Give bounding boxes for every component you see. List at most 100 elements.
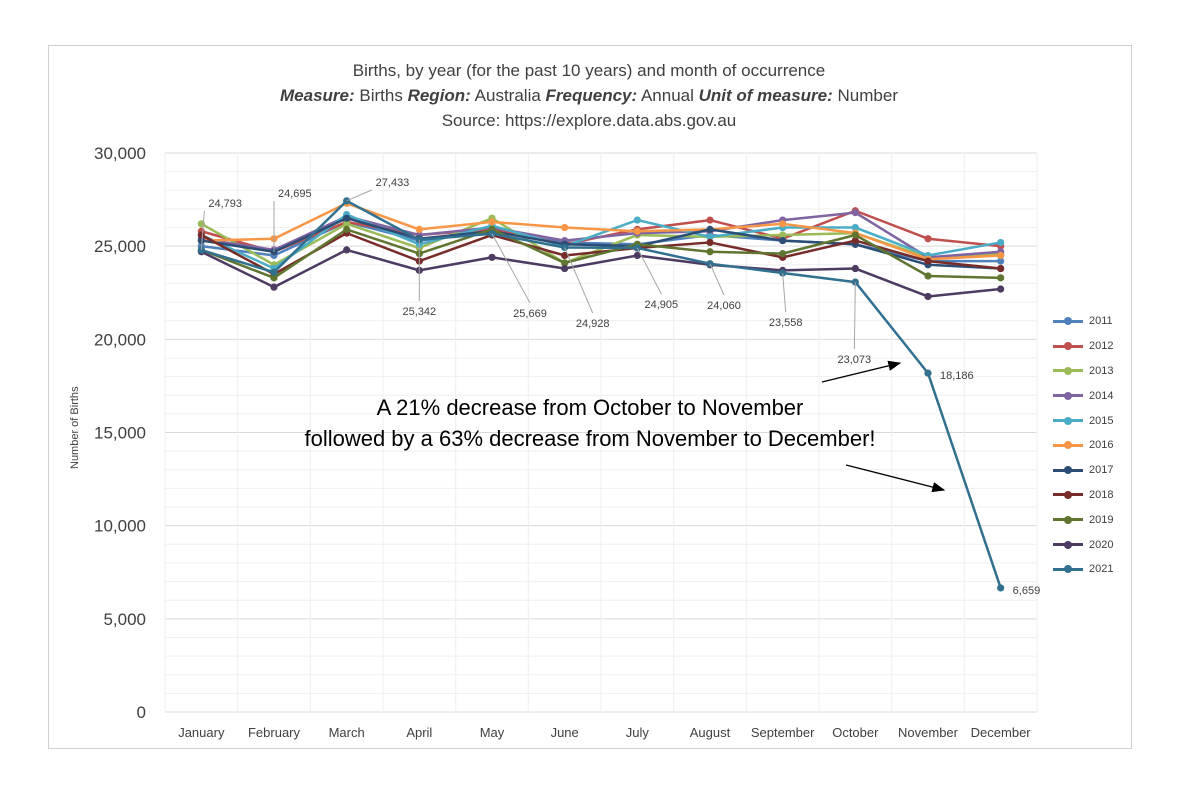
legend-swatch (1053, 565, 1083, 574)
data-point (924, 272, 932, 280)
legend-swatch (1053, 466, 1083, 475)
annotation-line-1: A 21% decrease from October to November (376, 395, 804, 420)
data-point (851, 278, 859, 286)
x-tick-label: October (832, 725, 879, 740)
arrow-to-december (845, 464, 946, 493)
chart-title: Births, by year (for the past 10 years) … (48, 58, 1130, 133)
x-tick-label: December (971, 725, 1032, 740)
legend-label: 2017 (1089, 464, 1114, 477)
data-point (488, 218, 496, 226)
data-point (488, 253, 496, 261)
x-tick-label: September (751, 725, 815, 740)
legend-marker (1064, 342, 1072, 351)
data-point (997, 257, 1005, 265)
data-label: 27,433 (376, 177, 410, 189)
legend-swatch (1053, 515, 1083, 524)
legend-marker (1064, 441, 1072, 450)
x-tick-label: March (329, 725, 365, 740)
data-point (997, 584, 1005, 592)
legend-label: 2012 (1089, 340, 1114, 353)
legend-item: 2018 (1053, 483, 1113, 508)
data-point (997, 274, 1005, 282)
data-label: 6,659 (1013, 585, 1041, 597)
legend-label: 2015 (1089, 414, 1114, 427)
data-point (779, 220, 787, 228)
legend-marker (1064, 490, 1072, 499)
legend-swatch (1053, 342, 1083, 351)
legend-item: 2017 (1053, 458, 1113, 483)
series-line (200, 199, 1002, 589)
unit-label: Unit of measure: (698, 86, 833, 105)
measure-label: Measure: (280, 86, 355, 105)
data-point (633, 216, 641, 224)
legend-label: 2013 (1089, 364, 1114, 377)
data-label: 25,669 (513, 308, 547, 320)
data-point (851, 223, 859, 232)
data-label: 24,928 (576, 318, 610, 330)
data-point (706, 238, 714, 247)
frequency-value: Annual (640, 86, 694, 105)
data-point (633, 227, 641, 235)
data-point (779, 250, 787, 258)
x-tick-label: June (551, 725, 579, 740)
legend-marker (1064, 416, 1072, 425)
x-tick-label: April (406, 725, 432, 740)
leader-line (636, 247, 662, 295)
data-point (851, 236, 859, 245)
series-line (201, 202, 1001, 261)
series-line (200, 231, 1001, 276)
legend-item: 2021 (1053, 557, 1113, 582)
legend-label: 2014 (1089, 389, 1114, 402)
title-source: Source: https://explore.data.abs.gov.au (441, 111, 737, 130)
data-point (488, 230, 496, 238)
legend-label: 2020 (1089, 538, 1114, 551)
series-lines (197, 197, 1005, 592)
y-tick-label: 25,000 (94, 237, 146, 256)
data-point (924, 369, 932, 377)
x-tick-labels: January February March April May June July Augu… (178, 725, 1031, 740)
legend: 2011 2012 2013 2014 2015 2016 2017 2018 2019 2020… (1053, 309, 1113, 582)
data-point (924, 235, 932, 243)
data-point (851, 209, 859, 217)
title-line-1: Births, by year (for the past 10 years) … (352, 61, 826, 80)
legend-swatch (1053, 490, 1083, 499)
x-tick-label: May (480, 725, 505, 740)
y-tick-labels: 0 5,000 10,000 15,000 20,000 25,000 30,000 (94, 144, 146, 722)
data-point (779, 231, 787, 239)
series-line (201, 216, 1001, 270)
legend-marker (1064, 317, 1072, 326)
data-point (561, 251, 569, 260)
legend-item: 2020 (1053, 532, 1113, 557)
data-point (997, 251, 1005, 260)
measure-value: Births (359, 86, 403, 105)
data-point (706, 233, 714, 241)
leader-line (200, 210, 205, 251)
data-point (270, 274, 278, 282)
data-point (706, 248, 714, 256)
data-label: 24,793 (208, 198, 242, 210)
data-point (343, 214, 351, 222)
leader-line (491, 233, 531, 304)
legend-marker (1064, 540, 1072, 549)
legend-swatch (1053, 540, 1083, 549)
annotation-text: A 21% decrease from October to November … (270, 392, 910, 454)
data-point (997, 238, 1005, 247)
title-line-2: Measure: Births Region: Australia Freque… (48, 83, 1130, 108)
data-label: 24,905 (645, 299, 679, 311)
y-tick-label: 0 (137, 703, 146, 722)
data-point (633, 251, 641, 260)
legend-item: 2015 (1053, 408, 1113, 433)
legend-label: 2016 (1089, 439, 1114, 452)
data-point (197, 236, 205, 245)
data-label: 25,342 (403, 306, 437, 318)
data-point (706, 216, 714, 224)
data-point (706, 225, 714, 233)
legend-marker (1064, 515, 1072, 524)
leader-line (782, 272, 787, 313)
series-line (200, 248, 1001, 298)
legend-swatch (1053, 317, 1083, 326)
leader-line (564, 247, 594, 314)
frequency-label: Frequency: (545, 86, 638, 105)
legend-swatch (1053, 391, 1083, 400)
